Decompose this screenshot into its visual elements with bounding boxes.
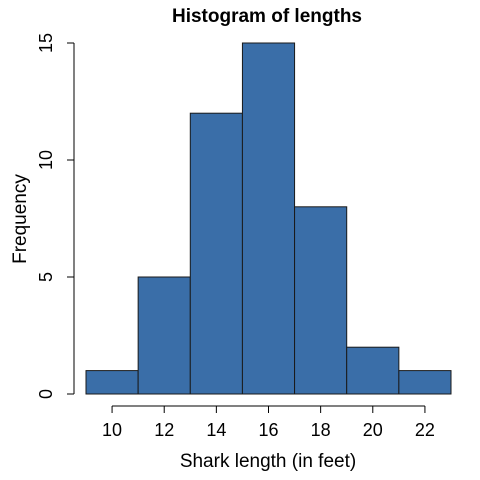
bars-group bbox=[85, 42, 452, 395]
histogram-bar bbox=[241, 42, 296, 395]
histogram-bar bbox=[85, 370, 139, 395]
x-tick-label: 10 bbox=[102, 420, 122, 440]
x-tick-label: 12 bbox=[154, 420, 174, 440]
x-axis: 10 12 14 16 18 20 22 bbox=[102, 405, 435, 440]
y-tick-label: 5 bbox=[36, 272, 56, 282]
x-tick-label: 20 bbox=[363, 420, 383, 440]
y-tick-label: 0 bbox=[36, 389, 56, 399]
histogram-bar bbox=[294, 206, 348, 395]
y-axis: 0 5 10 15 bbox=[36, 33, 75, 399]
y-tick-label: 15 bbox=[36, 33, 56, 53]
x-tick-label: 22 bbox=[415, 420, 435, 440]
histogram-bar bbox=[189, 112, 243, 395]
histogram-bar bbox=[398, 370, 452, 395]
x-tick-label: 14 bbox=[206, 420, 226, 440]
y-tick-label: 10 bbox=[36, 150, 56, 170]
chart-title: Histogram of lengths bbox=[172, 6, 362, 27]
x-tick-label: 18 bbox=[311, 420, 331, 440]
x-tick-label: 16 bbox=[258, 420, 278, 440]
y-axis-label: Frequency bbox=[10, 174, 31, 264]
histogram-bar bbox=[346, 346, 400, 395]
histogram-bar bbox=[137, 276, 191, 395]
x-axis-label: Shark length (in feet) bbox=[180, 451, 356, 472]
